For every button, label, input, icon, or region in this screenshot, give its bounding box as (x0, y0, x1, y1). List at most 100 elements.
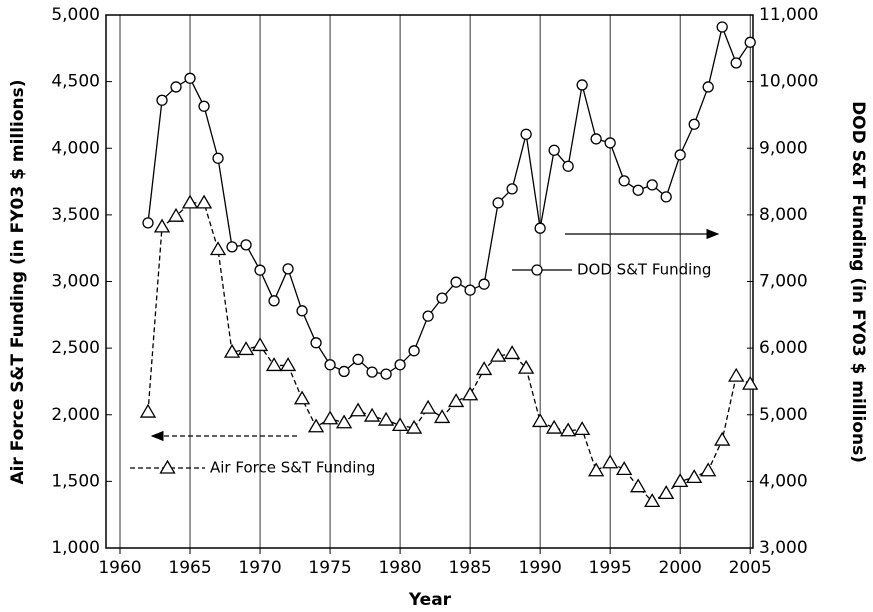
triangle-marker (616, 461, 633, 476)
triangle-marker (195, 194, 213, 209)
circle-marker (156, 94, 168, 106)
x-tick-label: 1980 (378, 558, 421, 578)
circle-marker (240, 239, 252, 251)
circle-marker (646, 179, 658, 191)
triangle-marker (672, 473, 689, 488)
circle-marker (226, 241, 238, 253)
triangle-marker (546, 419, 563, 434)
y-axis-title: Air Force S&T Funding (in FY03 $ million… (8, 79, 28, 484)
triangle-marker (560, 422, 577, 437)
circle-marker (184, 72, 196, 84)
triangle-marker (293, 390, 311, 405)
triangle-marker (363, 407, 381, 422)
triangle-marker (251, 337, 269, 352)
y2-tick-label: 6,000 (759, 338, 808, 358)
triangle-marker (153, 218, 171, 233)
triangle-marker (335, 414, 353, 429)
circle-marker (450, 276, 462, 288)
x-tick-label: 2000 (659, 558, 702, 578)
triangle-marker (728, 367, 745, 382)
x-tick-label: 1985 (448, 558, 491, 578)
circle-marker (562, 160, 574, 172)
triangle-marker (489, 347, 507, 362)
y-tick-label: 4,000 (51, 138, 100, 158)
circle-marker (282, 263, 294, 275)
x-tick-label: 1970 (238, 558, 281, 578)
circle-marker (674, 149, 686, 161)
triangle-marker (377, 411, 395, 426)
circle-marker (366, 366, 378, 378)
triangle-marker (349, 402, 367, 417)
y-tick-label: 5,000 (51, 5, 100, 25)
circle-marker (744, 36, 756, 48)
circle-marker (576, 79, 588, 91)
triangle-marker (321, 410, 339, 425)
x-tick-label: 2005 (729, 558, 772, 578)
circle-marker (618, 175, 630, 187)
circle-marker (338, 365, 350, 378)
series-line (147, 202, 751, 503)
triangle-marker (265, 357, 283, 372)
y-tick-label: 2,500 (51, 338, 100, 358)
circle-marker (296, 305, 308, 317)
x-tick-label: 1995 (589, 558, 632, 578)
y-tick-label: 1,000 (51, 538, 100, 558)
y-tick-label: 1,500 (51, 471, 100, 491)
circle-marker (170, 81, 182, 93)
triangle-marker (405, 419, 423, 434)
triangle-marker (447, 393, 465, 408)
circle-marker (254, 264, 266, 276)
triangle-marker (237, 341, 255, 356)
y2-tick-label: 3,000 (759, 538, 808, 558)
triangle-marker (574, 421, 591, 436)
circle-marker (702, 81, 714, 93)
circle-marker (142, 217, 154, 229)
circle-marker (492, 197, 504, 209)
x-axis-title: Year (408, 590, 452, 610)
circle-marker (380, 368, 392, 380)
circle-marker (408, 345, 420, 357)
circle-marker (464, 284, 476, 296)
triangle-marker (588, 462, 605, 477)
triangle-marker (279, 357, 297, 372)
circle-marker (604, 137, 616, 149)
circle-marker (534, 222, 546, 234)
legend-label: Air Force S&T Funding (210, 459, 375, 477)
circle-marker (198, 100, 210, 112)
circle-marker (730, 57, 742, 69)
triangle-marker (419, 399, 437, 414)
y2-tick-label: 9,000 (759, 138, 808, 158)
x-tick-label: 1960 (98, 558, 141, 578)
circle-marker (632, 184, 644, 196)
triangle-marker (700, 462, 717, 477)
legend-marker (159, 459, 176, 474)
triangle-marker (433, 409, 451, 424)
circle-marker (352, 353, 364, 366)
triangle-marker (644, 493, 661, 508)
circle-marker (268, 295, 280, 307)
x-tick-label: 1975 (308, 558, 351, 578)
triangle-marker (742, 375, 759, 390)
y2-tick-label: 10,000 (759, 72, 818, 92)
circle-marker (436, 292, 448, 304)
y2-tick-label: 4,000 (759, 471, 808, 491)
legend-marker (531, 264, 543, 276)
y2-tick-label: 11,000 (759, 5, 818, 25)
triangle-marker (391, 417, 409, 432)
circle-marker (212, 152, 224, 164)
triangle-marker (503, 345, 521, 360)
circle-marker (590, 133, 602, 145)
triangle-marker (167, 207, 185, 222)
legend-label: DOD S&T Funding (577, 261, 711, 279)
y2-axis-title: DOD S&T Funding (in FY03 $ millions) (848, 101, 868, 463)
circle-marker (506, 183, 518, 195)
series-line (147, 24, 751, 375)
triangle-marker (630, 478, 647, 493)
y-tick-label: 3,500 (51, 205, 100, 225)
circle-marker (688, 118, 700, 130)
circle-marker (422, 310, 434, 322)
circle-marker (324, 359, 336, 371)
y2-tick-label: 7,000 (759, 272, 808, 292)
triangle-marker (181, 194, 199, 209)
triangle-marker (209, 241, 227, 256)
